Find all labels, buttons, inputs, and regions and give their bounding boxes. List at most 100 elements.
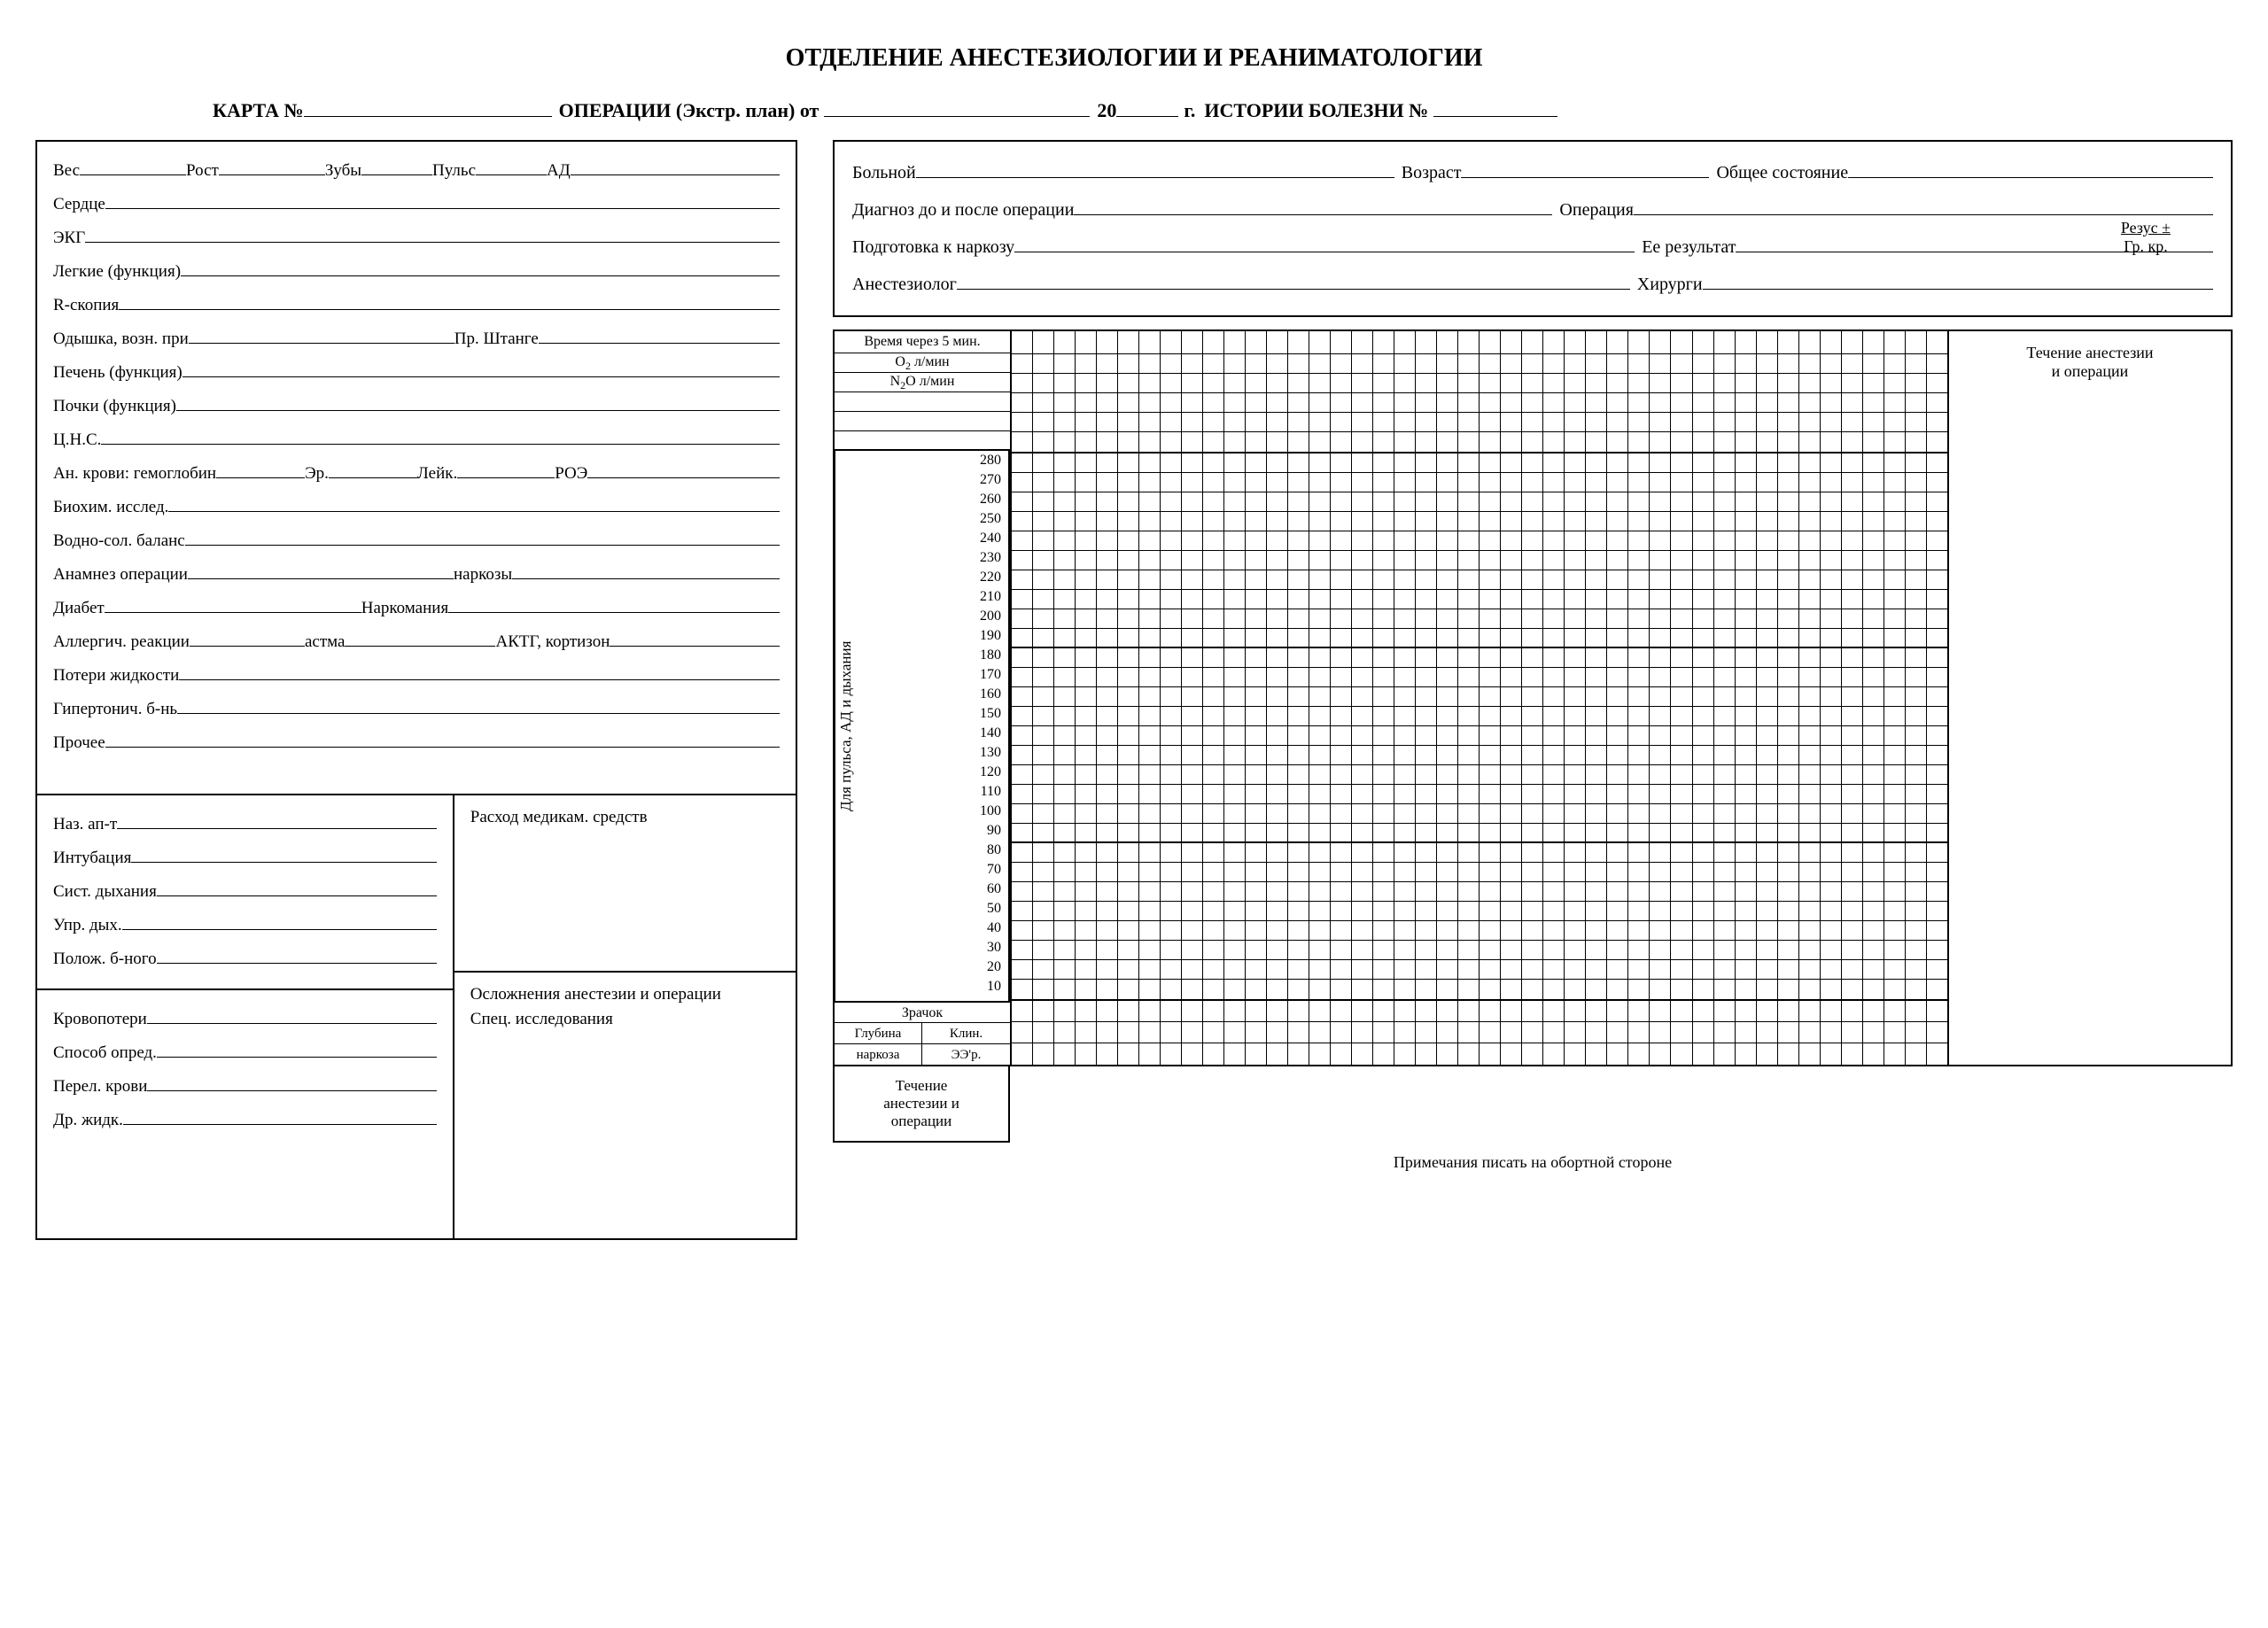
grid-cell[interactable]: [1501, 629, 1522, 647]
grid-cell[interactable]: [1586, 609, 1607, 628]
grid-cell[interactable]: [1927, 648, 1947, 667]
grid-cell[interactable]: [1076, 668, 1097, 686]
grid-cell[interactable]: [1076, 629, 1097, 647]
grid-cell[interactable]: [1821, 980, 1842, 999]
grid-cell[interactable]: [1352, 609, 1373, 628]
grid-cell[interactable]: [1267, 473, 1288, 492]
grid-cell[interactable]: [1799, 413, 1821, 431]
grid-cell[interactable]: [1480, 726, 1501, 745]
grid-cell[interactable]: [1565, 765, 1586, 784]
grid-cell[interactable]: [1671, 629, 1692, 647]
grid-cell[interactable]: [1884, 804, 1906, 823]
grid-cell[interactable]: [1842, 374, 1863, 392]
grid-cell[interactable]: [1309, 454, 1331, 472]
grid-cell[interactable]: [1650, 687, 1671, 706]
grid-cell[interactable]: [1884, 629, 1906, 647]
grid-cell[interactable]: [1650, 726, 1671, 745]
grid-cell[interactable]: [1927, 843, 1947, 862]
grid-cell[interactable]: [1416, 531, 1437, 550]
grid-cell[interactable]: [1927, 512, 1947, 531]
grid-cell[interactable]: [1884, 707, 1906, 725]
grid-cell[interactable]: [1373, 804, 1394, 823]
grid-cell[interactable]: [1012, 824, 1033, 841]
grid-cell[interactable]: [1246, 531, 1267, 550]
grid-cell[interactable]: [1628, 843, 1650, 862]
grid-cell[interactable]: [1480, 882, 1501, 901]
grid-cell[interactable]: [1821, 824, 1842, 841]
grid-cell[interactable]: [1736, 454, 1757, 472]
grid-cell[interactable]: [1863, 590, 1884, 609]
grid-cell[interactable]: [1778, 432, 1799, 452]
grid-cell[interactable]: [1906, 1043, 1927, 1065]
grid-cell[interactable]: [1586, 570, 1607, 589]
grid-cell[interactable]: [1543, 648, 1565, 667]
grid-cell[interactable]: [1097, 551, 1118, 570]
grid-cell[interactable]: [1267, 921, 1288, 940]
grid-cell[interactable]: [1246, 551, 1267, 570]
grid-cell[interactable]: [1416, 843, 1437, 862]
grid-cell[interactable]: [1714, 492, 1736, 511]
grid-cell[interactable]: [1309, 374, 1331, 392]
grid-cell[interactable]: [1927, 331, 1947, 353]
grid-cell[interactable]: [1416, 570, 1437, 589]
grid-cell[interactable]: [1182, 1043, 1203, 1065]
grid-cell[interactable]: [1522, 492, 1543, 511]
grid-cell[interactable]: [1224, 824, 1246, 841]
grid-cell[interactable]: [1224, 512, 1246, 531]
grid-cell[interactable]: [1628, 863, 1650, 881]
grid-cell[interactable]: [1012, 393, 1033, 412]
grid-cell[interactable]: [1778, 824, 1799, 841]
grid-cell[interactable]: [1331, 570, 1352, 589]
grid-cell[interactable]: [1076, 902, 1097, 920]
grid-cell[interactable]: [1778, 492, 1799, 511]
grid-cell[interactable]: [1842, 331, 1863, 353]
grid-cell[interactable]: [1480, 590, 1501, 609]
grid-cell[interactable]: [1054, 707, 1076, 725]
grid-cell[interactable]: [1033, 765, 1054, 784]
dyspnea-blank[interactable]: [189, 329, 454, 344]
grid-cell[interactable]: [1693, 393, 1714, 412]
grid-cell[interactable]: [1309, 1001, 1331, 1021]
grid-cell[interactable]: [1352, 843, 1373, 862]
grid-cell[interactable]: [1501, 1022, 1522, 1043]
grid-cell[interactable]: [1693, 960, 1714, 979]
grid-cell[interactable]: [1097, 454, 1118, 472]
grid-cell[interactable]: [1331, 921, 1352, 940]
grid-cell[interactable]: [1671, 960, 1692, 979]
grid-cell[interactable]: [1437, 902, 1458, 920]
grid-cell[interactable]: [1416, 668, 1437, 686]
grid-cell[interactable]: [1054, 413, 1076, 431]
grid-cell[interactable]: [1288, 941, 1309, 959]
grid-cell[interactable]: [1799, 354, 1821, 373]
grid-cell[interactable]: [1373, 551, 1394, 570]
grid-cell[interactable]: [1437, 648, 1458, 667]
grid-cell[interactable]: [1033, 785, 1054, 803]
grid-cell[interactable]: [1373, 941, 1394, 959]
grid-cell[interactable]: [1736, 785, 1757, 803]
grid-cell[interactable]: [1161, 432, 1182, 452]
grid-cell[interactable]: [1671, 454, 1692, 472]
grid-cell[interactable]: [1927, 941, 1947, 959]
grid-cell[interactable]: [1161, 1001, 1182, 1021]
grid-cell[interactable]: [1906, 843, 1927, 862]
grid-cell[interactable]: [1842, 590, 1863, 609]
grid-cell[interactable]: [1161, 473, 1182, 492]
grid-cell[interactable]: [1458, 707, 1480, 725]
grid-cell[interactable]: [1309, 746, 1331, 764]
grid-cell[interactable]: [1863, 960, 1884, 979]
grid-cell[interactable]: [1161, 804, 1182, 823]
grid-cell[interactable]: [1821, 843, 1842, 862]
grid-cell[interactable]: [1522, 1043, 1543, 1065]
grid-cell[interactable]: [1884, 882, 1906, 901]
grid-cell[interactable]: [1352, 454, 1373, 472]
grid-cell[interactable]: [1288, 331, 1309, 353]
grid-cell[interactable]: [1628, 980, 1650, 999]
grid-cell[interactable]: [1331, 668, 1352, 686]
grid-cell[interactable]: [1246, 331, 1267, 353]
grid-cell[interactable]: [1331, 473, 1352, 492]
grid-cell[interactable]: [1650, 454, 1671, 472]
grid-cell[interactable]: [1799, 921, 1821, 940]
grid-cell[interactable]: [1416, 1001, 1437, 1021]
grid-cell[interactable]: [1267, 707, 1288, 725]
grid-cell[interactable]: [1182, 492, 1203, 511]
